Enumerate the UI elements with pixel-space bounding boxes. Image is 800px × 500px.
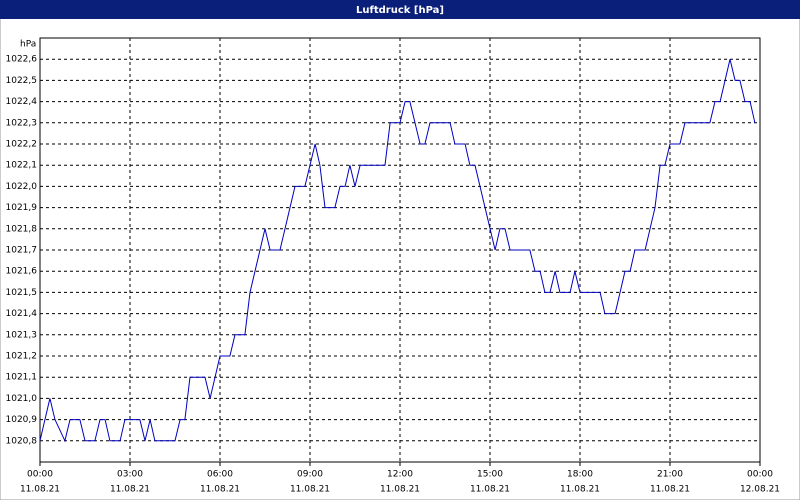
y-tick-label: 1021,7 bbox=[6, 246, 38, 256]
x-tick-label: 12:00 bbox=[387, 470, 413, 480]
y-tick-label: 1022,0 bbox=[6, 182, 38, 192]
y-tick-label: 1021,9 bbox=[6, 203, 38, 213]
y-tick-label: 1022,5 bbox=[6, 76, 38, 86]
x-tick-date: 11.08.21 bbox=[20, 485, 60, 495]
x-tick-date: 11.08.21 bbox=[650, 485, 690, 495]
y-tick-label: 1022,1 bbox=[6, 161, 38, 171]
x-tick-label: 15:00 bbox=[477, 470, 503, 480]
y-tick-label: 1021,3 bbox=[6, 330, 38, 340]
x-tick-date: 11.08.21 bbox=[110, 485, 150, 495]
x-tick-date: 11.08.21 bbox=[470, 485, 510, 495]
x-tick-date: 11.08.21 bbox=[560, 485, 600, 495]
y-tick-label: 1022,6 bbox=[6, 55, 38, 65]
y-tick-label: 1022,3 bbox=[6, 118, 38, 128]
x-tick-date: 11.08.21 bbox=[290, 485, 330, 495]
y-tick-label: 1021,2 bbox=[6, 352, 38, 362]
x-tick-label: 09:00 bbox=[297, 470, 323, 480]
y-tick-label: 1021,8 bbox=[6, 224, 38, 234]
x-tick-label: 21:00 bbox=[657, 470, 683, 480]
y-tick-label: 1021,5 bbox=[6, 288, 38, 298]
y-tick-label: 1021,1 bbox=[6, 373, 38, 383]
x-tick-label: 00:00 bbox=[27, 470, 53, 480]
y-axis-label: hPa bbox=[20, 40, 36, 50]
x-tick-label: 00:00 bbox=[747, 470, 773, 480]
y-tick-label: 1020,8 bbox=[6, 436, 38, 446]
y-tick-label: 1021,0 bbox=[6, 394, 38, 404]
x-tick-date: 11.08.21 bbox=[380, 485, 420, 495]
x-tick-label: 18:00 bbox=[567, 470, 593, 480]
y-tick-label: 1022,4 bbox=[6, 97, 38, 107]
plot-border bbox=[39, 37, 761, 463]
y-tick-label: 1022,2 bbox=[6, 140, 38, 150]
title-bar bbox=[0, 0, 800, 19]
y-tick-label: 1020,9 bbox=[6, 415, 38, 425]
x-tick-date: 11.08.21 bbox=[200, 485, 240, 495]
y-tick-label: 1021,6 bbox=[6, 267, 38, 277]
x-tick-label: 03:00 bbox=[117, 470, 143, 480]
y-tick-label: 1021,4 bbox=[6, 309, 38, 319]
line-series bbox=[39, 59, 756, 443]
x-tick-label: 06:00 bbox=[207, 470, 233, 480]
x-tick-date: 12.08.21 bbox=[740, 485, 780, 495]
chart-title: Luftdruck [hPa] bbox=[356, 5, 444, 16]
